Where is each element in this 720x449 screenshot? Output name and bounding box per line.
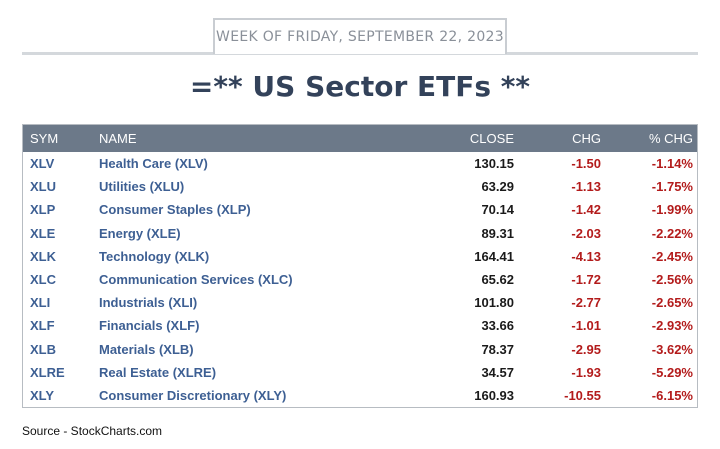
table-row: XLE Energy (XLE) 89.31 -2.03 -2.22% [23,222,697,245]
header-chg: CHG [572,131,601,146]
cell-name[interactable]: Energy (XLE) [99,225,181,241]
cell-name[interactable]: Industrials (XLI) [99,295,198,311]
cell-pct: -1.99% [651,202,693,218]
cell-pct: -2.65% [651,295,693,311]
cell-chg: -1.93 [571,364,601,380]
table-row: XLB Materials (XLB) 78.37 -2.95 -3.62% [23,338,697,361]
header-close: CLOSE [469,131,514,146]
cell-chg: -10.55 [564,387,601,403]
cell-close: 89.31 [481,225,514,241]
cell-name[interactable]: Consumer Staples (XLP) [99,202,251,218]
cell-chg: -2.77 [571,295,601,311]
table-row: XLU Utilities (XLU) 63.29 -1.13 -1.75% [23,175,697,198]
cell-pct: -2.22% [651,225,693,241]
cell-sym[interactable]: XLRE [30,364,65,380]
cell-close: 63.29 [481,179,514,195]
table-row: XLC Communication Services (XLC) 65.62 -1.7… [23,268,697,291]
cell-pct: -6.15% [651,387,693,403]
cell-name[interactable]: Real Estate (XLRE) [99,364,217,380]
cell-name[interactable]: Consumer Discretionary (XLY) [99,387,287,403]
cell-chg: -1.01 [571,318,601,334]
cell-name[interactable]: Technology (XLK) [99,248,210,264]
cell-chg: -1.13 [571,179,601,195]
cell-pct: -1.75% [651,179,693,195]
cell-pct: -3.62% [651,341,693,357]
cell-sym[interactable]: XLC [30,272,56,288]
cell-close: 164.41 [474,248,514,264]
table-row: XLRE Real Estate (XLRE) 34.57 -1.93 -5.29% [23,361,697,384]
header-sym: SYM [30,131,59,146]
table-row: XLP Consumer Staples (XLP) 70.14 -1.42 -1.99… [23,198,697,221]
cell-chg: -1.50 [571,156,601,172]
cell-sym[interactable]: XLP [30,202,56,218]
cell-close: 70.14 [481,202,514,218]
cell-pct: -2.45% [651,248,693,264]
sector-etf-table: SYM NAME CLOSE CHG % CHG XLV Health Care … [22,124,698,408]
cell-sym[interactable]: XLB [30,341,56,357]
cell-chg: -4.13 [571,248,601,264]
header-pct-chg: % CHG [648,131,693,146]
cell-chg: -2.95 [571,341,601,357]
cell-sym[interactable]: XLK [30,248,56,264]
cell-sym[interactable]: XLI [30,295,51,311]
table-row: XLI Industrials (XLI) 101.80 -2.77 -2.65% [23,291,697,314]
cell-close: 33.66 [481,318,514,334]
table-header: SYM NAME CLOSE CHG % CHG [23,125,697,152]
table-row: XLV Health Care (XLV) 130.15 -1.50 -1.14% [23,152,697,175]
cell-name[interactable]: Materials (XLB) [99,341,194,357]
table-body: XLV Health Care (XLV) 130.15 -1.50 -1.14% XLU… [23,152,697,407]
cell-name[interactable]: Utilities (XLU) [99,179,185,195]
cell-name[interactable]: Communication Services (XLC) [99,272,293,288]
cell-sym[interactable]: XLY [30,387,55,403]
source-note: Source - StockCharts.com [22,424,163,438]
table-row: XLF Financials (XLF) 33.66 -1.01 -2.93% [23,314,697,337]
cell-close: 34.57 [481,364,514,380]
table-row: XLK Technology (XLK) 164.41 -4.13 -2.45% [23,245,697,268]
page-title: =** US Sector ETFs ** [189,70,531,103]
cell-sym[interactable]: XLV [30,156,55,172]
cell-name[interactable]: Financials (XLF) [99,318,200,334]
cell-chg: -2.03 [571,225,601,241]
cell-sym[interactable]: XLF [30,318,55,334]
cell-pct: -1.14% [651,156,693,172]
header-name: NAME [99,131,137,146]
cell-chg: -1.72 [571,272,601,288]
cell-close: 160.93 [474,387,514,403]
week-label: WEEK OF FRIDAY, SEPTEMBER 22, 2023 [213,18,507,54]
cell-pct: -5.29% [651,364,693,380]
cell-sym[interactable]: XLE [30,225,56,241]
table-row: XLY Consumer Discretionary (XLY) 160.93 -10… [23,384,697,407]
cell-pct: -2.93% [651,318,693,334]
cell-pct: -2.56% [651,272,693,288]
cell-chg: -1.42 [571,202,601,218]
cell-close: 78.37 [481,341,514,357]
cell-close: 101.80 [474,295,514,311]
cell-name[interactable]: Health Care (XLV) [99,156,208,172]
cell-close: 65.62 [481,272,514,288]
cell-close: 130.15 [474,156,514,172]
cell-sym[interactable]: XLU [30,179,56,195]
